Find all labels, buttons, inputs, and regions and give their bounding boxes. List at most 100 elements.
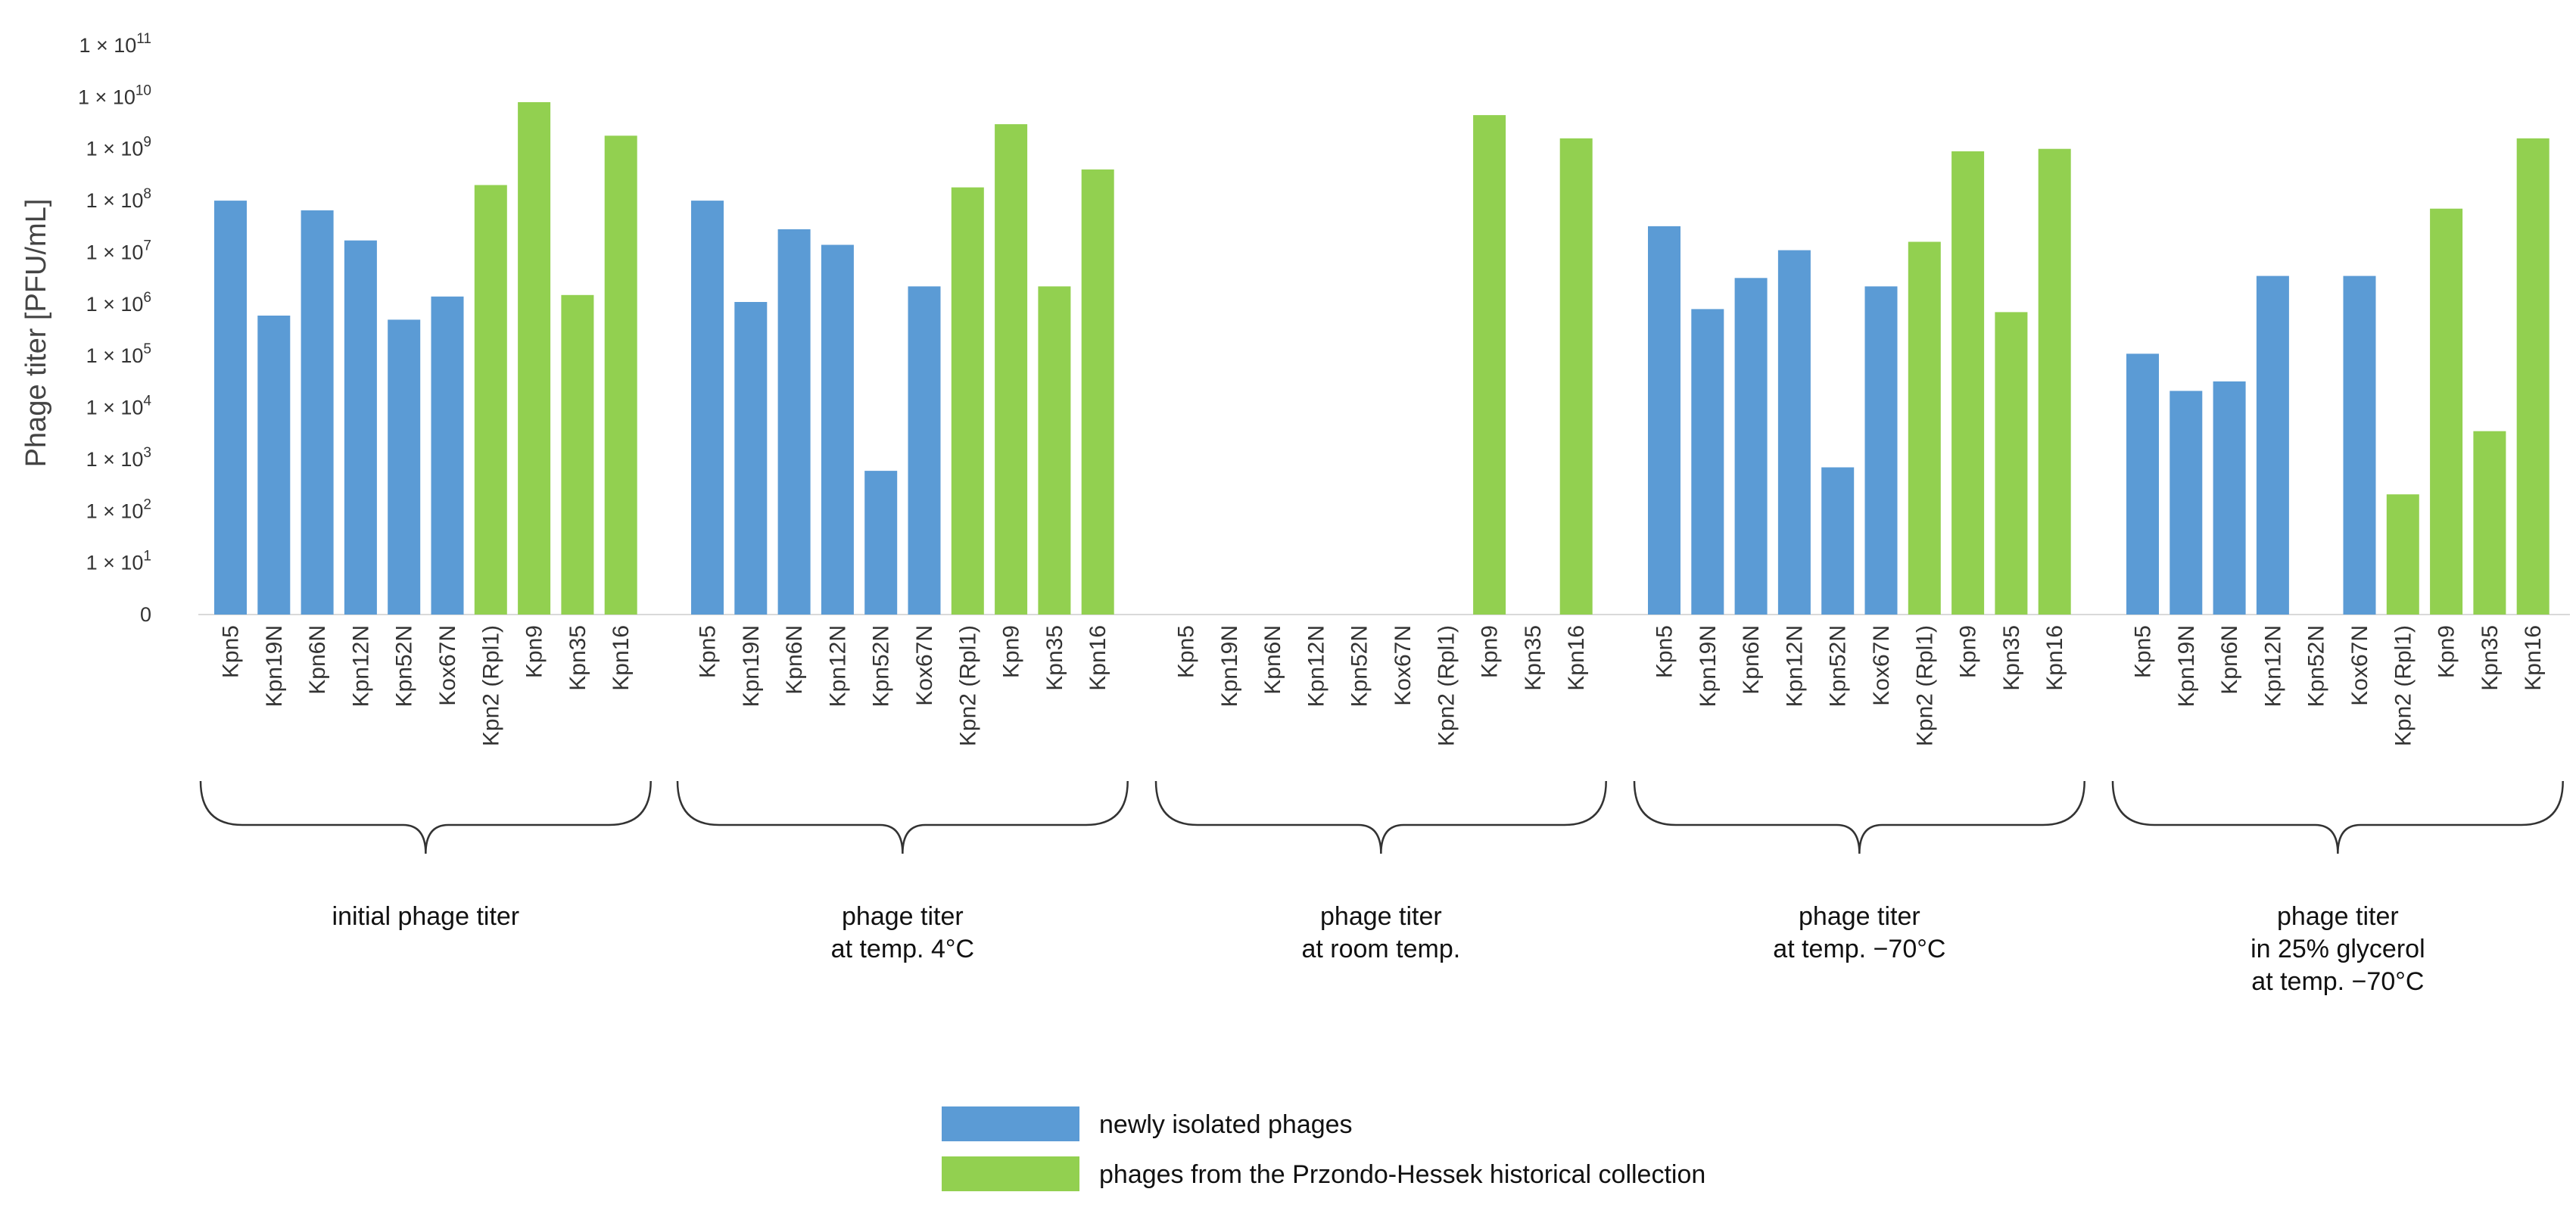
x-tick-label: Kpn19N: [2174, 625, 2199, 707]
x-tick-label: Kpn52N: [2304, 625, 2329, 707]
x-tick-label: Kpn12N: [2260, 625, 2285, 707]
legend-label: newly isolated phages: [1099, 1110, 1353, 1139]
x-tick-label: Kpn16: [2521, 625, 2546, 691]
x-tick-label: Kox67N: [1391, 625, 1416, 706]
bar: [1734, 278, 1768, 615]
bar: [2038, 148, 2071, 615]
x-tick-label: Kpn19N: [1217, 625, 1242, 707]
x-tick-label: Kox67N: [1869, 625, 1894, 706]
group-label: at temp. −70°C: [2251, 967, 2424, 996]
group-label: phage titer: [1320, 902, 1442, 931]
x-tick-label: Kpn2 (Rpl1): [2391, 625, 2416, 746]
x-tick-label: Kpn52N: [869, 625, 894, 707]
bar: [257, 316, 291, 615]
legend-swatch: [942, 1156, 1079, 1191]
x-tick-label: Kpn2 (Rpl1): [1912, 625, 1937, 746]
bar: [1995, 312, 2028, 615]
bar: [604, 135, 637, 615]
x-tick-label: Kpn35: [565, 625, 590, 691]
bar: [864, 471, 898, 615]
x-tick-label: Kpn16: [609, 625, 634, 691]
bar: [1821, 467, 1855, 615]
bar: [2386, 494, 2419, 615]
bar: [777, 229, 811, 615]
y-axis-label: Phage titer [PFU/mL]: [20, 199, 52, 468]
bar: [2126, 353, 2159, 615]
bar: [518, 102, 551, 615]
bar: [1081, 169, 1114, 615]
x-tick-label: Kpn12N: [1304, 625, 1328, 707]
x-tick-label: Kpn6N: [2217, 625, 2242, 695]
bars-layer: [214, 102, 2550, 615]
y-tick-label: 1 × 109: [86, 135, 151, 160]
y-tick-label: 1 × 106: [86, 290, 151, 316]
x-tick-label: Kpn19N: [262, 625, 287, 707]
y-tick-label: 1 × 107: [86, 238, 151, 263]
y-tick-label: 1 × 108: [86, 186, 151, 212]
bar: [344, 240, 377, 615]
group-label: phage titer: [2277, 902, 2399, 931]
x-tick-label: Kpn52N: [1826, 625, 1851, 707]
x-tick-label: Kpn12N: [348, 625, 373, 707]
group-labels: initial phage titer phage titer at temp. 4…: [332, 902, 2425, 996]
bar: [1559, 138, 1593, 615]
x-tick-label: Kpn2 (Rpl1): [955, 625, 980, 746]
x-tick-label: Kpn35: [2478, 625, 2503, 691]
group-label: initial phage titer: [332, 902, 520, 931]
group-label: at temp. 4°C: [831, 935, 974, 963]
group-brace: [1154, 780, 1607, 854]
x-tick-label: Kpn2 (Rpl1): [478, 625, 503, 746]
x-tick-label: Kpn5: [1174, 625, 1199, 678]
x-tick-label: Kpn9: [999, 625, 1024, 678]
x-tick-label: Kpn35: [1042, 625, 1067, 691]
group-label: in 25% glycerol: [2250, 935, 2425, 963]
x-tick-label: Kpn6N: [1739, 625, 1764, 695]
category-labels: Kpn5 Kpn19N Kpn6N Kpn12N Kpn52N Kox67N Kpn2 (R…: [219, 625, 2546, 746]
x-tick-label: Kpn35: [1521, 625, 1546, 691]
x-tick-label: Kpn5: [219, 625, 244, 678]
bar: [1777, 250, 1811, 615]
x-tick-label: Kpn6N: [1260, 625, 1285, 695]
bar: [951, 187, 984, 615]
x-tick-label: Kpn19N: [1696, 625, 1721, 707]
group-label: phage titer: [1799, 902, 1920, 931]
bar: [431, 296, 464, 615]
y-tick-label: 0: [140, 603, 151, 626]
group-label: at room temp.: [1301, 935, 1460, 963]
bar: [1038, 286, 1071, 615]
x-tick-label: Kpn5: [1652, 625, 1677, 678]
bar: [2516, 138, 2550, 615]
x-tick-label: Kpn9: [1478, 625, 1503, 678]
group-label: phage titer: [842, 902, 964, 931]
y-axis-ticks: 0 1 × 101 1 × 102 1 × 103 1 × 104 1 × 105 1 × …: [78, 31, 151, 626]
x-tick-label: Kpn2 (Rpl1): [1434, 625, 1459, 746]
bar: [474, 185, 507, 615]
x-tick-label: Kpn6N: [782, 625, 807, 695]
bar: [821, 244, 854, 615]
y-tick-label: 1 × 104: [86, 394, 152, 419]
group-brace: [199, 780, 652, 854]
bar: [2343, 275, 2376, 615]
bar: [1473, 115, 1506, 615]
bar: [1648, 226, 1680, 615]
bar: [1864, 286, 1898, 615]
x-tick-label: Kpn52N: [392, 625, 417, 707]
group-label: at temp. −70°C: [1773, 935, 1945, 963]
bar: [691, 201, 724, 615]
y-tick-label: 1 × 101: [86, 549, 151, 574]
x-tick-label: Kpn12N: [1782, 625, 1807, 707]
group-braces: [199, 780, 2564, 854]
bar: [2170, 391, 2203, 615]
x-tick-label: Kpn6N: [305, 625, 330, 695]
y-tick-label: 1 × 105: [86, 341, 151, 367]
bar: [561, 294, 594, 615]
x-tick-label: Kpn9: [2434, 625, 2459, 678]
bar: [734, 302, 768, 615]
x-tick-label: Kpn9: [1956, 625, 1981, 678]
group-brace: [676, 780, 1129, 854]
bar: [2430, 208, 2463, 615]
bar: [2256, 275, 2289, 615]
bar: [1951, 151, 1985, 615]
bar: [1908, 241, 1941, 615]
bar: [2473, 431, 2506, 615]
